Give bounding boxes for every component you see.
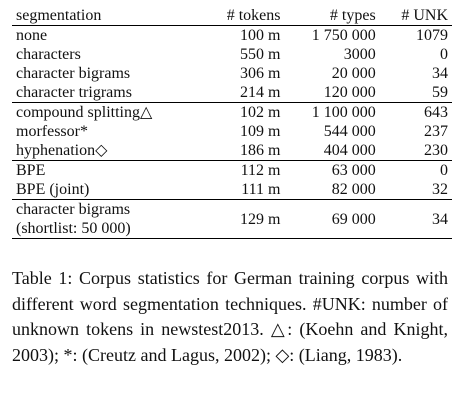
table-row: character bigrams 306 m 20 000 34: [12, 64, 452, 83]
table-cell: 237: [424, 123, 448, 140]
table-cell: none: [16, 27, 48, 44]
table-cell: 643: [424, 104, 448, 121]
table-cell: 544 000: [323, 123, 376, 140]
table-cell: BPE: [16, 162, 46, 179]
table-cell: morfessor*: [16, 123, 88, 140]
table-cell: compound splitting△: [16, 104, 153, 121]
table-header: segmentation # tokens # types # UNK: [12, 6, 452, 26]
table-cell: 20 000: [331, 65, 376, 82]
table-cell: 111 m: [241, 181, 281, 198]
table-cell: 186 m: [240, 142, 281, 159]
column-header: segmentation: [16, 7, 102, 24]
table-cell: 214 m: [240, 84, 281, 101]
table-row: compound splitting△ 102 m 1 100 000 643: [12, 103, 452, 123]
table-row: characters 550 m 3000 0: [12, 45, 452, 64]
table-row: none 100 m 1 750 000 1079: [12, 26, 452, 46]
column-header: # UNK: [401, 7, 448, 24]
table-row: hyphenation◇ 186 m 404 000 230: [12, 141, 452, 161]
table-cell: 34: [432, 65, 448, 82]
table-cell: 32: [432, 181, 448, 198]
table-cell: 69 000: [331, 210, 376, 228]
column-header: # tokens: [226, 7, 281, 24]
row-group: character bigrams (shortlist: 50 000) 129…: [12, 200, 452, 239]
table-cell: 63 000: [331, 162, 376, 179]
table-cell: 230: [424, 142, 448, 159]
table-cell: 102 m: [240, 104, 281, 121]
column-header: # types: [329, 7, 376, 24]
table-cell: 129 m: [240, 210, 281, 228]
table-cell: 3000: [343, 46, 376, 63]
table-cell: characters: [16, 46, 81, 63]
table-row: character bigrams (shortlist: 50 000) 129…: [12, 200, 452, 239]
table-cell: 100 m: [240, 27, 281, 44]
table-cell: character bigrams: [16, 65, 131, 82]
table-row: BPE (joint) 111 m 82 000 32: [12, 180, 452, 200]
table-cell: 120 000: [323, 84, 376, 101]
table-cell: 82 000: [331, 181, 376, 198]
table-cell: 1079: [416, 27, 448, 44]
table-row: morfessor* 109 m 544 000 237: [12, 122, 452, 141]
table-cell: character trigrams: [16, 84, 132, 101]
table-cell: 109 m: [240, 123, 281, 140]
table-cell: character bigrams (shortlist: 50 000): [16, 201, 131, 237]
table-cell: 1 750 000: [311, 27, 376, 44]
header-row: segmentation # tokens # types # UNK: [12, 6, 452, 26]
table-cell: 550 m: [240, 46, 281, 63]
table-cell: 112 m: [240, 162, 281, 179]
row-group: none 100 m 1 750 000 1079 characters 550 m 300…: [12, 26, 452, 103]
table-row: BPE 112 m 63 000 0: [12, 161, 452, 181]
table-cell: 1 100 000: [311, 104, 376, 121]
table-cell: BPE (joint): [16, 181, 90, 198]
table-caption: Table 1: Corpus statistics for German tr…: [12, 268, 448, 365]
table-cell: 34: [432, 210, 448, 228]
row-group: BPE 112 m 63 000 0 BPE (joint) 111 m 82 000 32: [12, 161, 452, 200]
table-cell: 306 m: [240, 65, 281, 82]
table-cell: 0: [440, 162, 448, 179]
table-cell: hyphenation◇: [16, 142, 108, 159]
table-row: character trigrams 214 m 120 000 59: [12, 83, 452, 103]
corpus-table: segmentation # tokens # types # UNK none 100…: [12, 6, 452, 239]
table-cell: 59: [432, 84, 448, 101]
table-cell: 0: [440, 46, 448, 63]
table-cell: 404 000: [323, 142, 376, 159]
